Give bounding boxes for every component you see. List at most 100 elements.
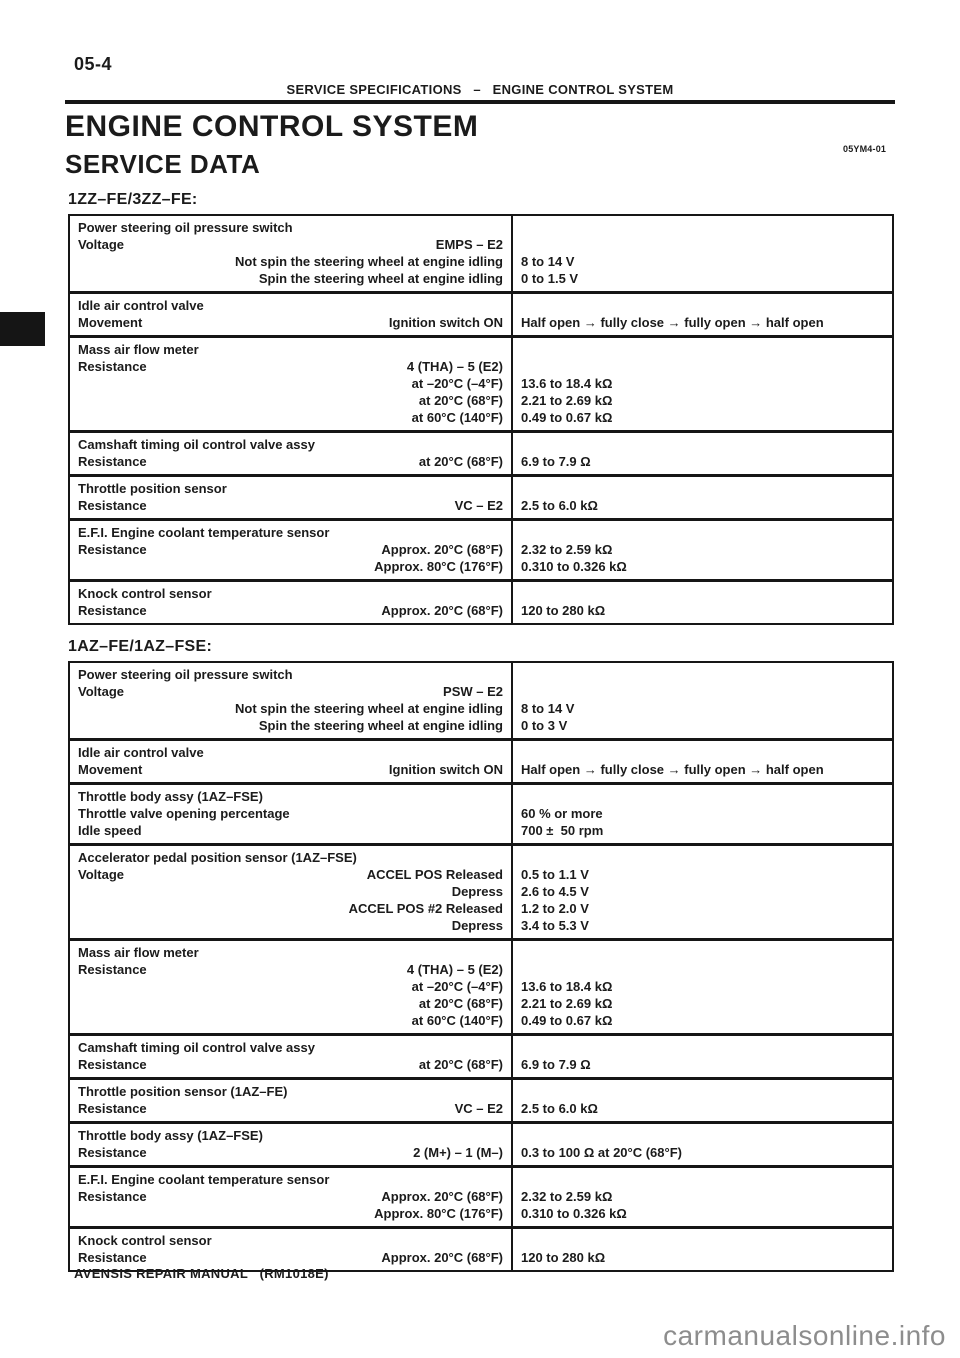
- spec-condition: Approx. 20°C (68°F): [381, 1189, 503, 1204]
- spec-item-cell: Mass air flow meter Resistance 4 (THA) – 5…: [70, 941, 513, 1033]
- spec-value: [521, 297, 884, 314]
- spec-value: [521, 358, 884, 375]
- section-1zz-fe-3zz-fe: 1ZZ–FE/3ZZ–FE: Power steering oil pressu…: [68, 191, 894, 625]
- spec-condition: Approx. 20°C (68°F): [381, 603, 503, 618]
- spec-line: Depress: [78, 917, 503, 934]
- spec-row: Throttle body assy (1AZ–FSE) Resistance 2 …: [70, 1124, 892, 1168]
- spec-item-label: Resistance: [78, 1189, 147, 1204]
- spec-line: Throttle body assy (1AZ–FSE): [78, 788, 503, 805]
- spec-item-label: Resistance: [78, 454, 147, 469]
- spec-value: 0.49 to 0.67 kΩ: [521, 410, 613, 425]
- spec-value: 2.32 to 2.59 kΩ: [521, 542, 613, 557]
- spec-value: 2.21 to 2.69 kΩ: [521, 996, 613, 1011]
- spec-value: [521, 849, 884, 866]
- spec-condition: Spin the steering wheel at engine idling: [258, 718, 503, 733]
- spec-row: Knock control sensor Resistance Approx. 20…: [70, 1229, 892, 1270]
- spec-value: [521, 666, 884, 683]
- spec-line: at 60°C (140°F): [78, 409, 503, 426]
- spec-item-cell: Throttle body assy (1AZ–FSE) Throttle val…: [70, 785, 513, 843]
- spec-row: Idle air control valve Movement Ignition s…: [70, 294, 892, 338]
- spec-line: Voltage EMPS – E2: [78, 236, 503, 253]
- spec-item-label: Throttle body assy (1AZ–FSE): [78, 1128, 263, 1143]
- spec-item-label: E.F.I. Engine coolant temperature sensor: [78, 1172, 330, 1187]
- spec-item-label: Mass air flow meter: [78, 342, 199, 357]
- spec-item-label: Resistance: [78, 962, 147, 977]
- spec-value: 8 to 14 V: [521, 254, 575, 269]
- spec-line: Knock control sensor: [78, 1232, 503, 1249]
- spec-value-cell: 6.9 to 7.9 Ω: [513, 433, 892, 474]
- spec-condition: at 20°C (68°F): [418, 454, 503, 469]
- spec-item-label: Knock control sensor: [78, 586, 212, 601]
- spec-value-cell: 6.9 to 7.9 Ω: [513, 1036, 892, 1077]
- spec-item-cell: Accelerator pedal position sensor (1AZ–F…: [70, 846, 513, 938]
- spec-item-label: Mass air flow meter: [78, 945, 199, 960]
- spec-row: Throttle position sensor (1AZ–FE) Resista…: [70, 1080, 892, 1124]
- spec-line: ACCEL POS #2 Released: [78, 900, 503, 917]
- spec-condition: [263, 1127, 503, 1144]
- spec-line: Camshaft timing oil control valve assy: [78, 1039, 503, 1056]
- spec-condition: at 60°C (140°F): [411, 410, 503, 425]
- page-subtitle: SERVICE DATA: [65, 149, 261, 179]
- spec-line: E.F.I. Engine coolant temperature sensor: [78, 1171, 503, 1188]
- spec-condition: [329, 524, 503, 541]
- spec-condition: [290, 805, 503, 822]
- page-edge-tab: [0, 312, 45, 346]
- spec-value-cell: 2.32 to 2.59 kΩ 0.310 to 0.326 kΩ: [513, 521, 892, 579]
- spec-value-cell: 120 to 280 kΩ: [513, 1229, 892, 1270]
- spec-value: 2.32 to 2.59 kΩ: [521, 1189, 613, 1204]
- spec-value: 0.310 to 0.326 kΩ: [521, 1206, 627, 1221]
- spec-line: Not spin the steering wheel at engine id…: [78, 700, 503, 717]
- spec-condition: Approx. 20°C (68°F): [381, 1250, 503, 1265]
- spec-condition: [204, 744, 503, 761]
- spec-condition: [199, 944, 503, 961]
- spec-condition: 4 (THA) – 5 (E2): [406, 359, 503, 374]
- spec-condition: Approx. 80°C (176°F): [374, 1206, 503, 1221]
- spec-item-label: Accelerator pedal position sensor (1AZ–F…: [78, 850, 357, 865]
- spec-condition: ACCEL POS #2 Released: [348, 901, 503, 916]
- spec-item-label: Resistance: [78, 1250, 147, 1265]
- spec-value: [521, 744, 884, 761]
- document-code: 05YM4-01: [843, 144, 887, 154]
- spec-value: [521, 683, 884, 700]
- spec-line: Throttle body assy (1AZ–FSE): [78, 1127, 503, 1144]
- spec-line: Idle air control valve: [78, 744, 503, 761]
- spec-condition: [263, 788, 503, 805]
- spec-line: at 60°C (140°F): [78, 1012, 503, 1029]
- spec-value: 0.310 to 0.326 kΩ: [521, 559, 627, 574]
- spec-condition: [212, 1232, 503, 1249]
- spec-item-label: Resistance: [78, 498, 147, 513]
- spec-line: Resistance Approx. 20°C (68°F): [78, 602, 503, 619]
- spec-row: Power steering oil pressure switch Voltag…: [70, 216, 892, 294]
- spec-value: 1.2 to 2.0 V: [521, 901, 589, 916]
- spec-item-label: Camshaft timing oil control valve assy: [78, 437, 315, 452]
- spec-value: 0.49 to 0.67 kΩ: [521, 1013, 613, 1028]
- spec-item-label: Voltage: [78, 684, 124, 699]
- spec-row: Knock control sensor Resistance Approx. 20…: [70, 582, 892, 623]
- spec-line: Resistance VC – E2: [78, 1100, 503, 1117]
- spec-condition: [357, 849, 503, 866]
- spec-condition: Not spin the steering wheel at engine id…: [235, 701, 503, 716]
- spec-value-cell: 13.6 to 18.4 kΩ 2.21 to 2.69 kΩ 0.49 to 0.…: [513, 338, 892, 430]
- spec-value: [521, 788, 884, 805]
- spec-value: 2.5 to 6.0 kΩ: [521, 498, 598, 513]
- spec-condition: [204, 297, 503, 314]
- spec-row: Camshaft timing oil control valve assy Re…: [70, 433, 892, 477]
- section-heading: 1ZZ–FE/3ZZ–FE:: [68, 191, 198, 208]
- service-data-content: 1ZZ–FE/3ZZ–FE: Power steering oil pressu…: [68, 191, 894, 1285]
- spec-value-cell: 8 to 14 V 0 to 1.5 V: [513, 216, 892, 291]
- spec-line: Resistance 4 (THA) – 5 (E2): [78, 961, 503, 978]
- spec-item-label: Resistance: [78, 359, 147, 374]
- spec-condition: [315, 1039, 503, 1056]
- spec-item-label: Idle air control valve: [78, 298, 204, 313]
- spec-condition: ACCEL POS Released: [366, 867, 503, 882]
- spec-line: Not spin the steering wheel at engine id…: [78, 253, 503, 270]
- spec-item-cell: E.F.I. Engine coolant temperature sensor…: [70, 1168, 513, 1226]
- spec-line: Resistance at 20°C (68°F): [78, 1056, 503, 1073]
- spec-condition: Ignition switch ON: [388, 762, 503, 777]
- spec-value: 0.3 to 100 Ω at 20°C (68°F): [521, 1145, 682, 1160]
- spec-line: Power steering oil pressure switch: [78, 219, 503, 236]
- spec-item-label: Throttle body assy (1AZ–FSE): [78, 789, 263, 804]
- spec-value: 13.6 to 18.4 kΩ: [521, 376, 613, 391]
- spec-value-cell: 13.6 to 18.4 kΩ 2.21 to 2.69 kΩ 0.49 to 0.…: [513, 941, 892, 1033]
